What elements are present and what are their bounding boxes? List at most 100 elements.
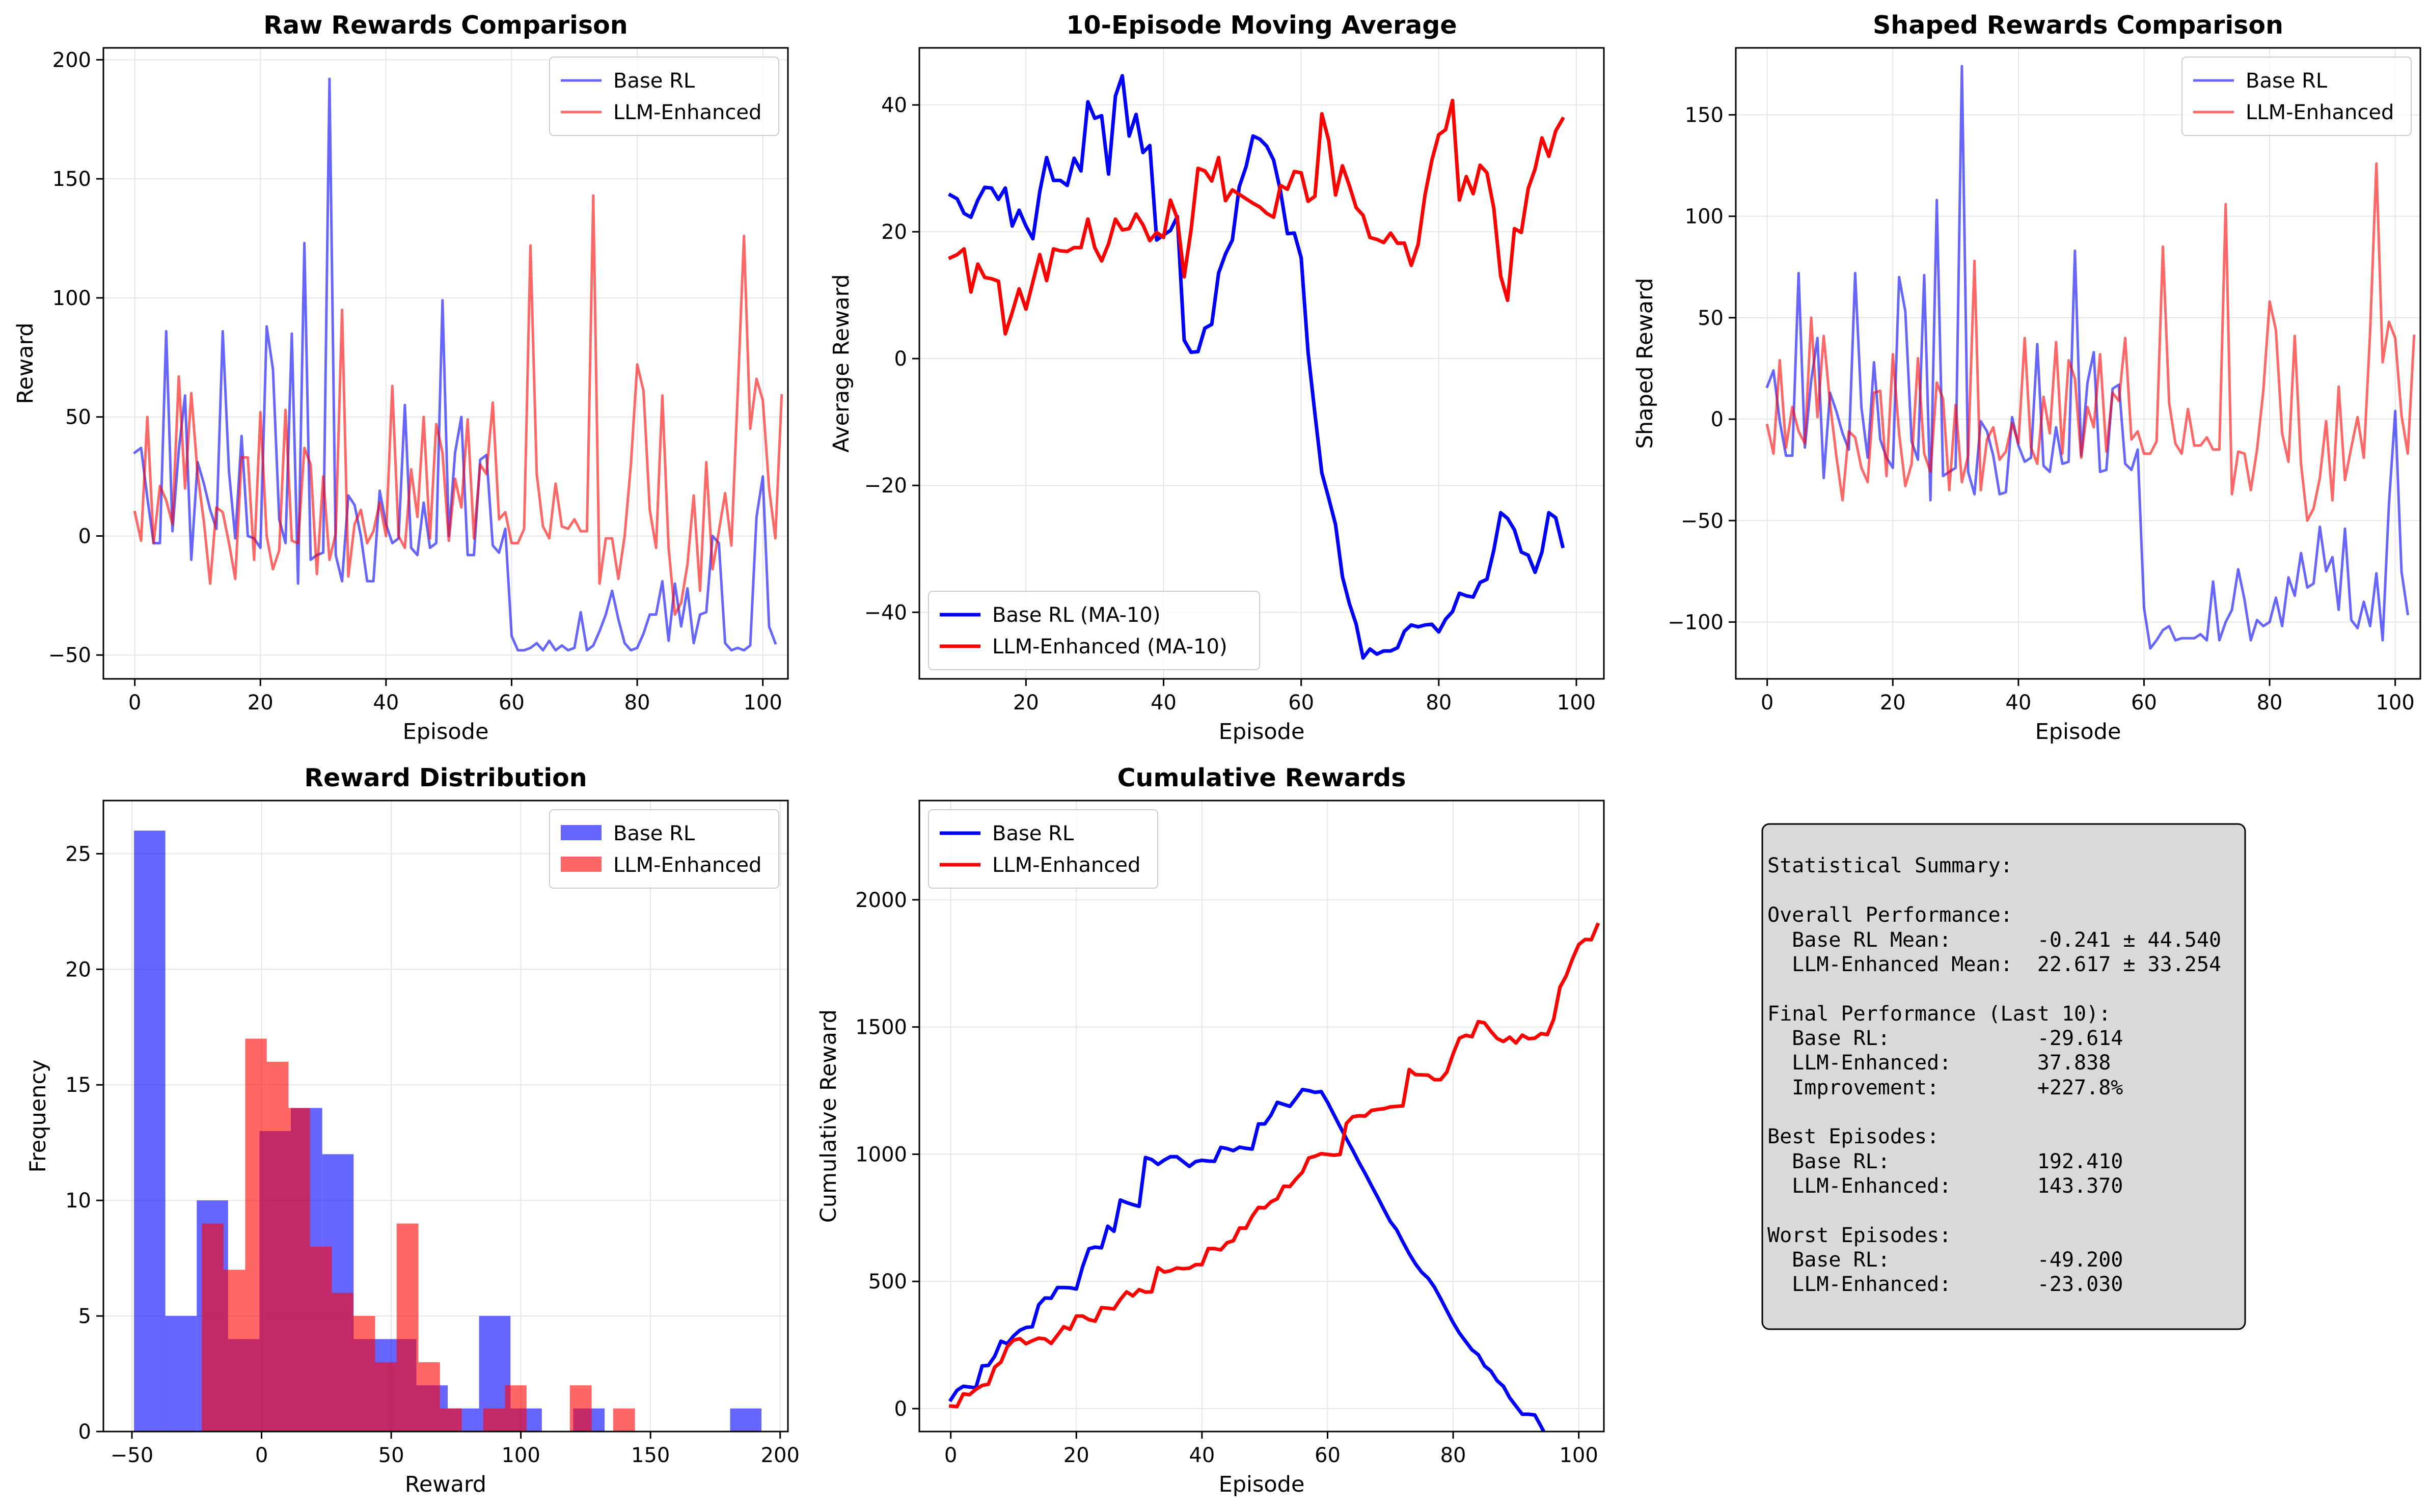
legend: Base RL LLM-Enhanced — [928, 809, 1158, 889]
y-tick-label: 20 — [65, 958, 91, 981]
legend: Base RL (MA-10) LLM-Enhanced (MA-10) — [928, 591, 1260, 670]
legend-label: LLM-Enhanced (MA-10) — [992, 635, 1227, 658]
x-tick-label: 20 — [248, 691, 274, 714]
y-tick-label: 0 — [78, 1420, 91, 1444]
x-tick-label: 60 — [499, 691, 525, 714]
x-axis-label: Episode — [2035, 719, 2121, 745]
x-tick-label: 0 — [944, 1444, 957, 1467]
histogram-bar-llm-enhanced — [223, 1270, 245, 1432]
legend-label: Base RL — [992, 822, 1074, 845]
legend: Base RL LLM-Enhanced — [2181, 57, 2412, 136]
legend-box — [928, 591, 1260, 670]
x-tick-label: 60 — [1315, 1444, 1341, 1467]
histogram-bar-llm-enhanced — [569, 1385, 592, 1432]
axes-frame — [918, 47, 1605, 680]
chart-title: Shaped Rewards Comparison — [1873, 11, 2283, 40]
y-axis-label: Average Reward — [829, 274, 854, 452]
x-tick-label: 40 — [373, 691, 399, 714]
series-line-llm-enhanced — [133, 194, 783, 616]
plot-area — [948, 74, 1565, 660]
summary-best-heading: Best Episodes: — [1767, 1125, 1939, 1148]
summary-final-llm: LLM-Enhanced: 37.838 — [1767, 1051, 2111, 1075]
x-tick-label: 150 — [631, 1444, 670, 1467]
series-line-base-rl — [948, 74, 1565, 660]
histogram-bar-llm-enhanced — [266, 1061, 289, 1432]
x-tick-label: 80 — [624, 691, 650, 714]
histogram-bar-llm-enhanced — [332, 1293, 353, 1432]
chart-title: Raw Rewards Comparison — [263, 11, 627, 40]
x-tick-label: 0 — [255, 1444, 268, 1467]
legend-box — [549, 57, 779, 136]
x-tick-label: 100 — [501, 1444, 540, 1467]
chart-title: 10-Episode Moving Average — [1066, 11, 1457, 40]
summary-worst-heading: Worst Episodes: — [1767, 1224, 1951, 1247]
summary-base-mean: Base RL Mean: -0.241 ± 44.540 — [1767, 928, 2221, 952]
y-tick-label: 0 — [1711, 408, 1724, 431]
x-tick-label: 100 — [2376, 691, 2414, 714]
summary-best-llm: LLM-Enhanced: 143.370 — [1767, 1174, 2123, 1198]
histogram-bar-llm-enhanced — [202, 1223, 224, 1432]
y-tick-label: −50 — [48, 644, 91, 667]
y-axis-label: Shaped Reward — [1632, 278, 1658, 449]
y-tick-label: 0 — [894, 1397, 907, 1421]
x-axis-label: Episode — [1219, 1472, 1305, 1497]
y-tick-label: 2000 — [855, 889, 907, 912]
x-tick-label: −50 — [111, 1444, 153, 1467]
histogram-bar-llm-enhanced — [375, 1362, 397, 1432]
x-axis-label: Reward — [405, 1472, 486, 1497]
legend-label: LLM-Enhanced — [613, 854, 761, 877]
histogram-bar-llm-enhanced — [505, 1385, 527, 1432]
histogram-bar-base-rl — [730, 1408, 762, 1432]
y-tick-label: 200 — [52, 48, 91, 72]
legend-label: LLM-Enhanced — [2246, 101, 2394, 124]
legend-box — [2181, 57, 2412, 136]
x-tick-label: 80 — [1426, 691, 1452, 714]
x-tick-label: 100 — [1559, 1444, 1598, 1467]
summary-heading: Statistical Summary: — [1767, 854, 2013, 877]
y-tick-label: 150 — [52, 168, 91, 191]
axes-frame — [102, 800, 789, 1433]
y-tick-label: 50 — [65, 406, 91, 429]
x-tick-label: 60 — [2131, 691, 2157, 714]
panel-moving-average: 20 40 60 80 100 −40 −20 0 20 40 10-Episode Moving … — [829, 11, 1605, 745]
y-tick-label: 100 — [1685, 205, 1724, 229]
y-tick-label: 20 — [881, 221, 907, 244]
chart-title: Cumulative Rewards — [1117, 763, 1406, 792]
y-tick-label: −100 — [1668, 611, 1724, 634]
y-axis-label: Reward — [13, 322, 38, 404]
x-tick-label: 40 — [1189, 1444, 1215, 1467]
plot-area — [948, 922, 1600, 1432]
panel-shaped-rewards: 0 20 40 60 80 100 −100 −50 0 50 100 150 Shaped Rewar… — [1632, 11, 2421, 745]
y-tick-label: 150 — [1685, 103, 1724, 127]
y-tick-label: 0 — [894, 347, 907, 371]
series-line-base-rl — [948, 1088, 1546, 1432]
y-tick-label: 15 — [65, 1074, 91, 1097]
x-tick-label: 60 — [1288, 691, 1314, 714]
x-tick-label: 40 — [1151, 691, 1177, 714]
series-line-llm-enhanced — [948, 98, 1565, 336]
x-axis-label: Episode — [1219, 719, 1305, 745]
series-line-llm-enhanced — [948, 922, 1600, 1409]
histogram-bar-llm-enhanced — [613, 1408, 635, 1432]
summary-overall-heading: Overall Performance: — [1767, 903, 2013, 927]
legend-label: LLM-Enhanced — [613, 101, 761, 124]
summary-worst-base: Base RL: -49.200 — [1767, 1248, 2123, 1272]
plot-area — [1765, 65, 2416, 650]
legend: Base RL LLM-Enhanced — [549, 57, 779, 136]
histogram-bar-llm-enhanced — [310, 1246, 332, 1432]
y-tick-label: 0 — [78, 525, 91, 548]
x-tick-label: 200 — [761, 1444, 800, 1467]
histogram-bar-llm-enhanced — [440, 1408, 462, 1432]
y-tick-label: 5 — [78, 1305, 91, 1328]
legend-label: Base RL — [2246, 69, 2328, 93]
legend-label: Base RL (MA-10) — [992, 603, 1160, 627]
legend-label: Base RL — [613, 69, 695, 93]
x-tick-label: 100 — [1557, 691, 1596, 714]
legend-box — [549, 809, 779, 889]
x-tick-label: 80 — [2257, 691, 2283, 714]
x-tick-label: 50 — [378, 1444, 404, 1467]
x-tick-label: 0 — [128, 691, 141, 714]
legend: Base RL LLM-Enhanced — [549, 809, 779, 889]
